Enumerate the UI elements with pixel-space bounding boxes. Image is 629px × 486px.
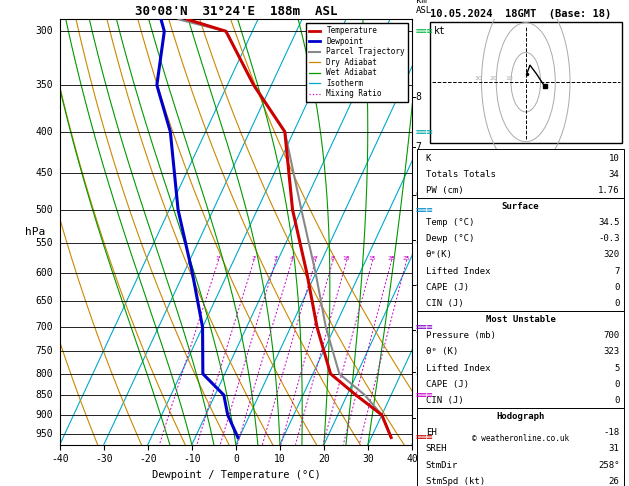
Text: 700: 700 (35, 322, 53, 332)
Text: kt: kt (434, 26, 446, 36)
Text: 0: 0 (614, 299, 620, 308)
Text: CAPE (J): CAPE (J) (426, 380, 469, 389)
Text: 6: 6 (416, 190, 421, 200)
Text: 20: 20 (387, 256, 395, 260)
Text: ≡≡≡: ≡≡≡ (415, 205, 433, 215)
Text: -0.3: -0.3 (598, 234, 620, 243)
Text: StmDir: StmDir (426, 461, 458, 469)
Text: 3: 3 (273, 256, 277, 260)
Text: 350: 350 (35, 80, 53, 90)
Bar (417, 198, 624, 311)
Text: Dewp (°C): Dewp (°C) (426, 234, 474, 243)
Text: CAPE (J): CAPE (J) (426, 283, 469, 292)
Text: 4: 4 (289, 256, 293, 260)
Text: θᵉ (K): θᵉ (K) (426, 347, 458, 356)
Text: ≡≡≡: ≡≡≡ (415, 26, 433, 36)
Text: 0: 0 (614, 396, 620, 405)
Text: 2: 2 (416, 366, 421, 377)
Text: 10.05.2024  18GMT  (Base: 18): 10.05.2024 18GMT (Base: 18) (430, 9, 611, 19)
Text: 1.76: 1.76 (598, 186, 620, 195)
Bar (417, 149, 624, 198)
Text: 5: 5 (614, 364, 620, 373)
Text: 323: 323 (603, 347, 620, 356)
Text: Mixing Ratio (g/kg): Mixing Ratio (g/kg) (433, 185, 442, 279)
Text: 950: 950 (35, 429, 53, 439)
Text: Lifted Index: Lifted Index (426, 267, 490, 276)
Text: CIN (J): CIN (J) (426, 396, 464, 405)
Text: 8: 8 (330, 256, 334, 260)
Text: Most Unstable: Most Unstable (486, 315, 555, 324)
Text: Temp (°C): Temp (°C) (426, 218, 474, 227)
Text: 1: 1 (216, 256, 220, 260)
Text: hPa: hPa (25, 227, 45, 237)
Text: 0: 0 (614, 380, 620, 389)
Text: 8: 8 (416, 92, 421, 102)
X-axis label: Dewpoint / Temperature (°C): Dewpoint / Temperature (°C) (152, 470, 320, 480)
Text: ≡≡≡: ≡≡≡ (415, 127, 433, 137)
Text: Totals Totals: Totals Totals (426, 170, 496, 179)
Title: 30°08'N  31°24'E  188m  ASL: 30°08'N 31°24'E 188m ASL (135, 5, 337, 18)
Text: ≡≡≡: ≡≡≡ (415, 390, 433, 400)
Text: 400: 400 (35, 127, 53, 137)
Text: SREH: SREH (426, 444, 447, 453)
Text: 900: 900 (35, 410, 53, 420)
Text: 320: 320 (603, 250, 620, 260)
Text: ≡≡≡: ≡≡≡ (415, 433, 433, 442)
Text: 650: 650 (35, 296, 53, 306)
Text: 10: 10 (342, 256, 350, 260)
Text: 34.5: 34.5 (598, 218, 620, 227)
Text: EH: EH (426, 428, 437, 437)
Text: Lifted Index: Lifted Index (426, 364, 490, 373)
Text: km
ASL: km ASL (416, 0, 431, 15)
Text: 25: 25 (403, 256, 409, 260)
Text: StmSpd (kt): StmSpd (kt) (426, 477, 485, 486)
Text: 4: 4 (416, 280, 421, 290)
Bar (417, 408, 624, 486)
Text: 10: 10 (505, 76, 513, 81)
Text: 1: 1 (416, 413, 421, 423)
Text: 850: 850 (35, 390, 53, 400)
Text: 15: 15 (368, 256, 376, 260)
Text: 26: 26 (609, 477, 620, 486)
Text: 2: 2 (252, 256, 255, 260)
Text: ≡≡≡: ≡≡≡ (415, 322, 433, 332)
Text: 450: 450 (35, 168, 53, 178)
Text: Pressure (mb): Pressure (mb) (426, 331, 496, 340)
Text: 3: 3 (416, 325, 421, 335)
Text: 258°: 258° (598, 461, 620, 469)
Text: PW (cm): PW (cm) (426, 186, 464, 195)
Text: 750: 750 (35, 347, 53, 356)
Text: 34: 34 (609, 170, 620, 179)
Text: 300: 300 (35, 26, 53, 36)
Text: 500: 500 (35, 205, 53, 215)
Text: CIN (J): CIN (J) (426, 299, 464, 308)
Text: 31: 31 (609, 444, 620, 453)
Text: 0: 0 (614, 283, 620, 292)
Text: 6: 6 (313, 256, 317, 260)
Text: © weatheronline.co.uk: © weatheronline.co.uk (472, 434, 569, 443)
Text: Hodograph: Hodograph (496, 412, 545, 421)
Text: 20: 20 (489, 76, 497, 81)
Text: 10: 10 (609, 154, 620, 162)
Bar (417, 311, 624, 408)
Text: K: K (426, 154, 431, 162)
Bar (430, 21, 621, 143)
Legend: Temperature, Dewpoint, Parcel Trajectory, Dry Adiabat, Wet Adiabat, Isotherm, Mi: Temperature, Dewpoint, Parcel Trajectory… (306, 23, 408, 102)
Text: θᵉ(K): θᵉ(K) (426, 250, 452, 260)
Text: 30: 30 (474, 76, 482, 81)
Text: 550: 550 (35, 238, 53, 248)
Text: 7: 7 (416, 142, 421, 152)
Text: 600: 600 (35, 268, 53, 278)
Text: 5: 5 (416, 235, 421, 245)
Text: -18: -18 (603, 428, 620, 437)
Text: Surface: Surface (502, 202, 539, 211)
Text: 7: 7 (614, 267, 620, 276)
Text: 800: 800 (35, 369, 53, 379)
Text: 700: 700 (603, 331, 620, 340)
